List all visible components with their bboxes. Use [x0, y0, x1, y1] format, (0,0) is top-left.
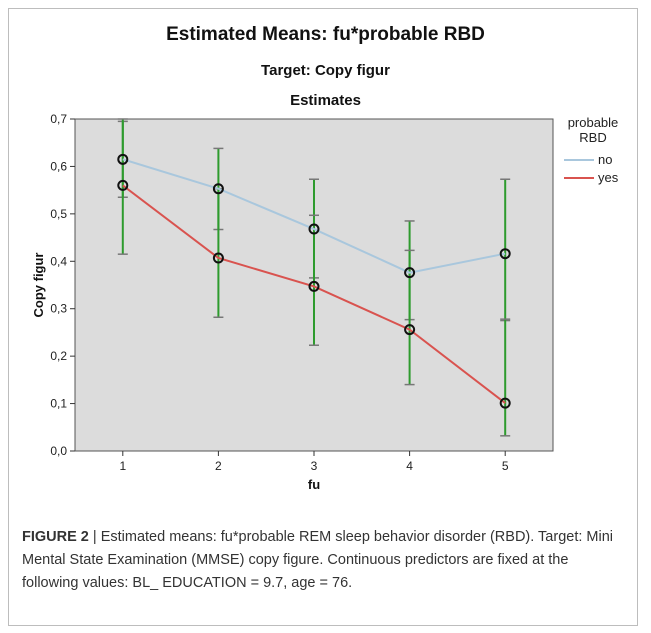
data-point-yes: [117, 179, 129, 191]
data-point-no: [308, 223, 320, 235]
series-line-no: [122, 158, 506, 274]
legend-title: probable: [568, 115, 619, 130]
figure-caption: FIGURE 2 | Estimated means: fu*probable …: [22, 526, 622, 595]
x-tick-label: 3: [311, 459, 318, 473]
legend-title: RBD: [579, 130, 606, 145]
plot-title: Estimates: [290, 92, 361, 109]
x-axis-label: fu: [308, 477, 320, 492]
x-tick-label: 1: [119, 459, 126, 473]
y-tick-label: 0,4: [50, 254, 67, 268]
y-axis-label: Copy figur: [31, 253, 46, 318]
y-tick-label: 0,1: [50, 397, 67, 411]
series-line-yes: [122, 184, 506, 404]
data-point-yes: [212, 252, 224, 264]
x-tick-label: 4: [406, 459, 413, 473]
series-lines: [122, 158, 506, 404]
figure-frame: [8, 8, 638, 626]
data-point-no: [212, 183, 224, 195]
chart-svg: 0,0 0,1 0,2 0,3 0,4 0,5 0,6 0,7 1 2 3 4 5 fu Copy figu…: [31, 112, 619, 492]
series-markers: [117, 153, 511, 409]
data-point-yes: [308, 280, 320, 292]
data-point-no: [499, 248, 511, 260]
chart-main-title: Estimated Means: fu*probable RBD: [166, 24, 485, 45]
data-point-no: [404, 267, 416, 279]
y-tick-label: 0,0: [50, 444, 67, 458]
y-tick-label: 0,7: [50, 112, 67, 126]
legend-label-no: no: [598, 152, 612, 167]
data-point-yes: [499, 397, 511, 409]
axes: 0,0 0,1 0,2 0,3 0,4 0,5 0,6 0,7 1 2 3 4 5 fu Copy figu…: [31, 112, 509, 492]
chart-subtitle: Target: Copy figur: [261, 62, 390, 79]
caption-text: | Estimated means: fu*probable REM sleep…: [22, 529, 613, 591]
x-tick-label: 2: [215, 459, 222, 473]
y-tick-label: 0,2: [50, 349, 67, 363]
y-tick-label: 0,5: [50, 207, 67, 221]
data-point-no: [117, 153, 129, 165]
legend-label-yes: yes: [598, 170, 619, 185]
y-tick-label: 0,6: [50, 159, 67, 173]
y-tick-label: 0,3: [50, 302, 67, 316]
x-tick-label: 5: [502, 459, 509, 473]
data-point-yes: [404, 324, 416, 336]
caption-label: FIGURE 2: [22, 529, 89, 545]
